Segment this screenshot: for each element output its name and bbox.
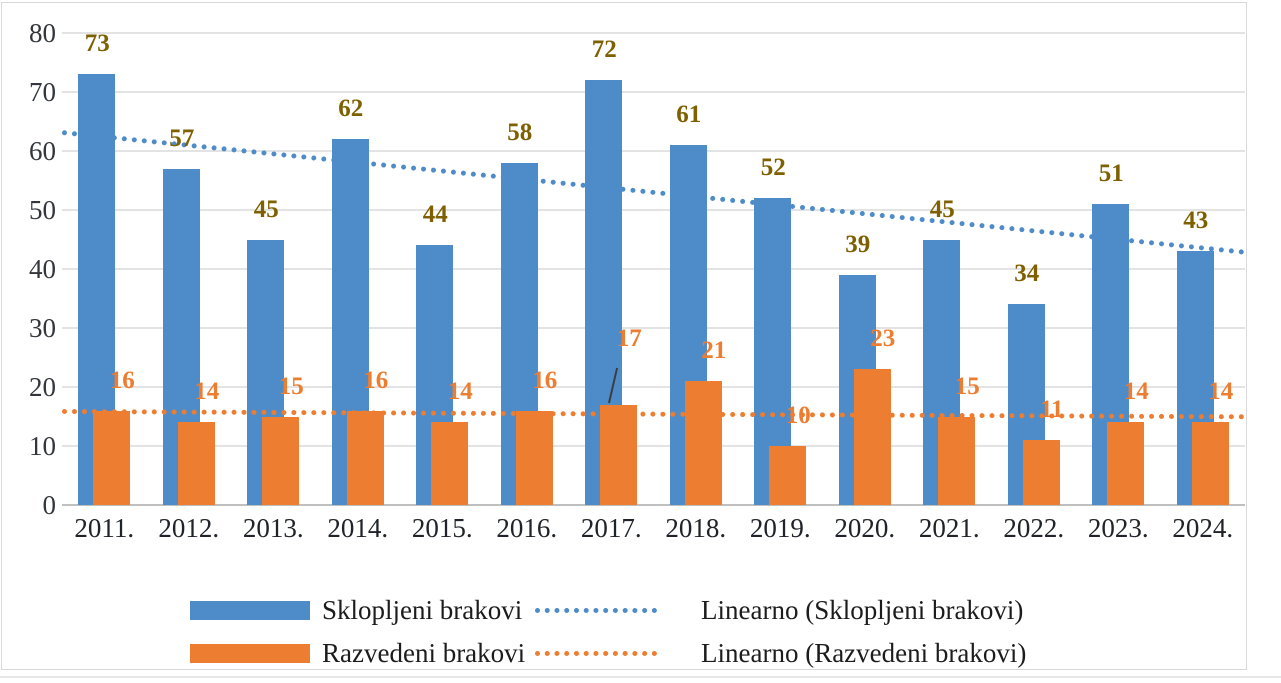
data-label-sklopljeni-2018.: 61 bbox=[676, 101, 702, 129]
legend-label-sklopljeni: Sklopljeni brakovi bbox=[322, 595, 523, 625]
data-label-razvedeni-2016.: 16 bbox=[532, 366, 558, 394]
y-axis-tick-60: 60 bbox=[29, 136, 56, 166]
data-label-sklopljeni-2014.: 62 bbox=[338, 95, 364, 123]
data-label-razvedeni-2019.: 10 bbox=[785, 402, 811, 429]
x-axis-tick-2011.: 2011. bbox=[74, 513, 135, 543]
data-label-razvedeni-2013.: 15 bbox=[278, 372, 304, 400]
data-label-razvedeni-2022.: 11 bbox=[1039, 396, 1064, 424]
bar-razvedeni-2022. bbox=[1022, 440, 1060, 505]
bar-razvedeni-2017. bbox=[600, 404, 638, 505]
y-axis-tick-20: 20 bbox=[29, 372, 56, 402]
bar-razvedeni-2014. bbox=[346, 410, 384, 505]
x-axis-tick-2015.: 2015. bbox=[411, 513, 473, 543]
y-axis-tick-10: 10 bbox=[29, 431, 56, 461]
data-label-sklopljeni-2016.: 58 bbox=[507, 118, 533, 146]
gridline-60 bbox=[62, 150, 1245, 152]
x-axis-tick-2024.: 2024. bbox=[1172, 513, 1234, 543]
y-axis-tick-50: 50 bbox=[29, 195, 56, 225]
y-axis-tick-70: 70 bbox=[29, 77, 56, 107]
bar-razvedeni-2019. bbox=[769, 446, 807, 505]
bar-razvedeni-2023. bbox=[1107, 422, 1145, 505]
x-axis-tick-2013.: 2013. bbox=[242, 513, 304, 543]
bar-razvedeni-2018. bbox=[684, 381, 722, 505]
gridline-50 bbox=[62, 209, 1245, 211]
x-axis-tick-2021.: 2021. bbox=[918, 513, 980, 543]
data-label-razvedeni-2015.: 14 bbox=[447, 378, 473, 406]
data-label-sklopljeni-2023.: 51 bbox=[1098, 160, 1124, 188]
data-label-razvedeni-2024.: 14 bbox=[1208, 378, 1234, 406]
bar-razvedeni-2020. bbox=[853, 369, 891, 505]
page-bottom-divider bbox=[0, 676, 1281, 678]
legend-label-linearno-sklopljeni: Linearno (Sklopljeni brakovi) bbox=[701, 595, 1024, 625]
bar-razvedeni-2013. bbox=[262, 416, 300, 505]
gridline-80 bbox=[62, 32, 1245, 34]
data-label-sklopljeni-2024.: 43 bbox=[1183, 207, 1209, 235]
x-axis-tick-2018.: 2018. bbox=[665, 513, 727, 543]
data-label-sklopljeni-2011.: 73 bbox=[84, 30, 110, 58]
data-label-sklopljeni-2015.: 44 bbox=[422, 201, 448, 229]
x-axis-tick-2022.: 2022. bbox=[1003, 513, 1065, 543]
x-axis-tick-2014.: 2014. bbox=[327, 513, 389, 543]
legend-swatch-sklopljeni bbox=[190, 601, 310, 620]
legend-label-linearno-razvedeni: Linearno (Razvedeni brakovi) bbox=[701, 638, 1027, 668]
x-axis-tick-2012.: 2012. bbox=[158, 513, 220, 543]
legend-swatch-razvedeni bbox=[190, 644, 310, 663]
legend-item-razvedeni: Razvedeni brakovi bbox=[190, 638, 525, 669]
data-label-sklopljeni-2012.: 57 bbox=[169, 124, 195, 152]
data-label-razvedeni-2023.: 14 bbox=[1123, 378, 1149, 406]
data-label-sklopljeni-2013.: 45 bbox=[253, 195, 279, 223]
legend-item-sklopljeni: Sklopljeni brakovi bbox=[190, 595, 522, 626]
y-axis-tick-30: 30 bbox=[29, 313, 56, 343]
gridline-30 bbox=[62, 327, 1245, 329]
bar-razvedeni-2016. bbox=[515, 410, 553, 505]
bar-razvedeni-2021. bbox=[938, 416, 976, 505]
data-label-razvedeni-2021.: 15 bbox=[954, 372, 980, 400]
data-label-razvedeni-2011.: 16 bbox=[109, 366, 135, 394]
x-axis-tick-2017.: 2017. bbox=[580, 513, 642, 543]
data-label-sklopljeni-2022.: 34 bbox=[1014, 260, 1040, 288]
data-label-razvedeni-2017.: 17 bbox=[616, 324, 642, 352]
bar-razvedeni-2012. bbox=[177, 422, 215, 505]
data-label-sklopljeni-2017.: 72 bbox=[591, 36, 617, 64]
data-label-sklopljeni-2020.: 39 bbox=[845, 230, 871, 258]
gridline-10 bbox=[62, 445, 1245, 447]
gridline-70 bbox=[62, 91, 1245, 93]
x-axis-tick-2019.: 2019. bbox=[749, 513, 811, 543]
y-axis-tick-40: 40 bbox=[29, 254, 56, 284]
y-axis-tick-0: 0 bbox=[42, 490, 57, 520]
data-label-sklopljeni-2021.: 45 bbox=[929, 195, 955, 223]
x-axis-line bbox=[62, 504, 1245, 506]
data-label-sklopljeni-2019.: 52 bbox=[760, 154, 786, 182]
bar-razvedeni-2024. bbox=[1191, 422, 1229, 505]
data-label-razvedeni-2014.: 16 bbox=[363, 366, 389, 394]
gridline-20 bbox=[62, 386, 1245, 388]
data-label-razvedeni-2012.: 14 bbox=[194, 378, 220, 406]
x-axis-tick-2023.: 2023. bbox=[1087, 513, 1149, 543]
legend-item-linearno-razvedeni: Linearno (Razvedeni brakovi) bbox=[535, 638, 1026, 669]
gridline-40 bbox=[62, 268, 1245, 270]
bar-razvedeni-2015. bbox=[431, 422, 469, 505]
data-label-razvedeni-2018.: 21 bbox=[701, 337, 727, 365]
data-label-razvedeni-2020.: 23 bbox=[870, 325, 896, 353]
legend-dotted-line-orange bbox=[535, 651, 657, 656]
y-axis-tick-80: 80 bbox=[29, 18, 56, 48]
legend-item-linearno-sklopljeni: Linearno (Sklopljeni brakovi) bbox=[535, 595, 1023, 626]
legend-label-razvedeni: Razvedeni brakovi bbox=[322, 638, 526, 668]
x-axis-tick-2020.: 2020. bbox=[834, 513, 896, 543]
legend-dotted-line-blue bbox=[535, 608, 657, 613]
bar-razvedeni-2011. bbox=[93, 410, 131, 505]
x-axis-tick-2016.: 2016. bbox=[496, 513, 558, 543]
